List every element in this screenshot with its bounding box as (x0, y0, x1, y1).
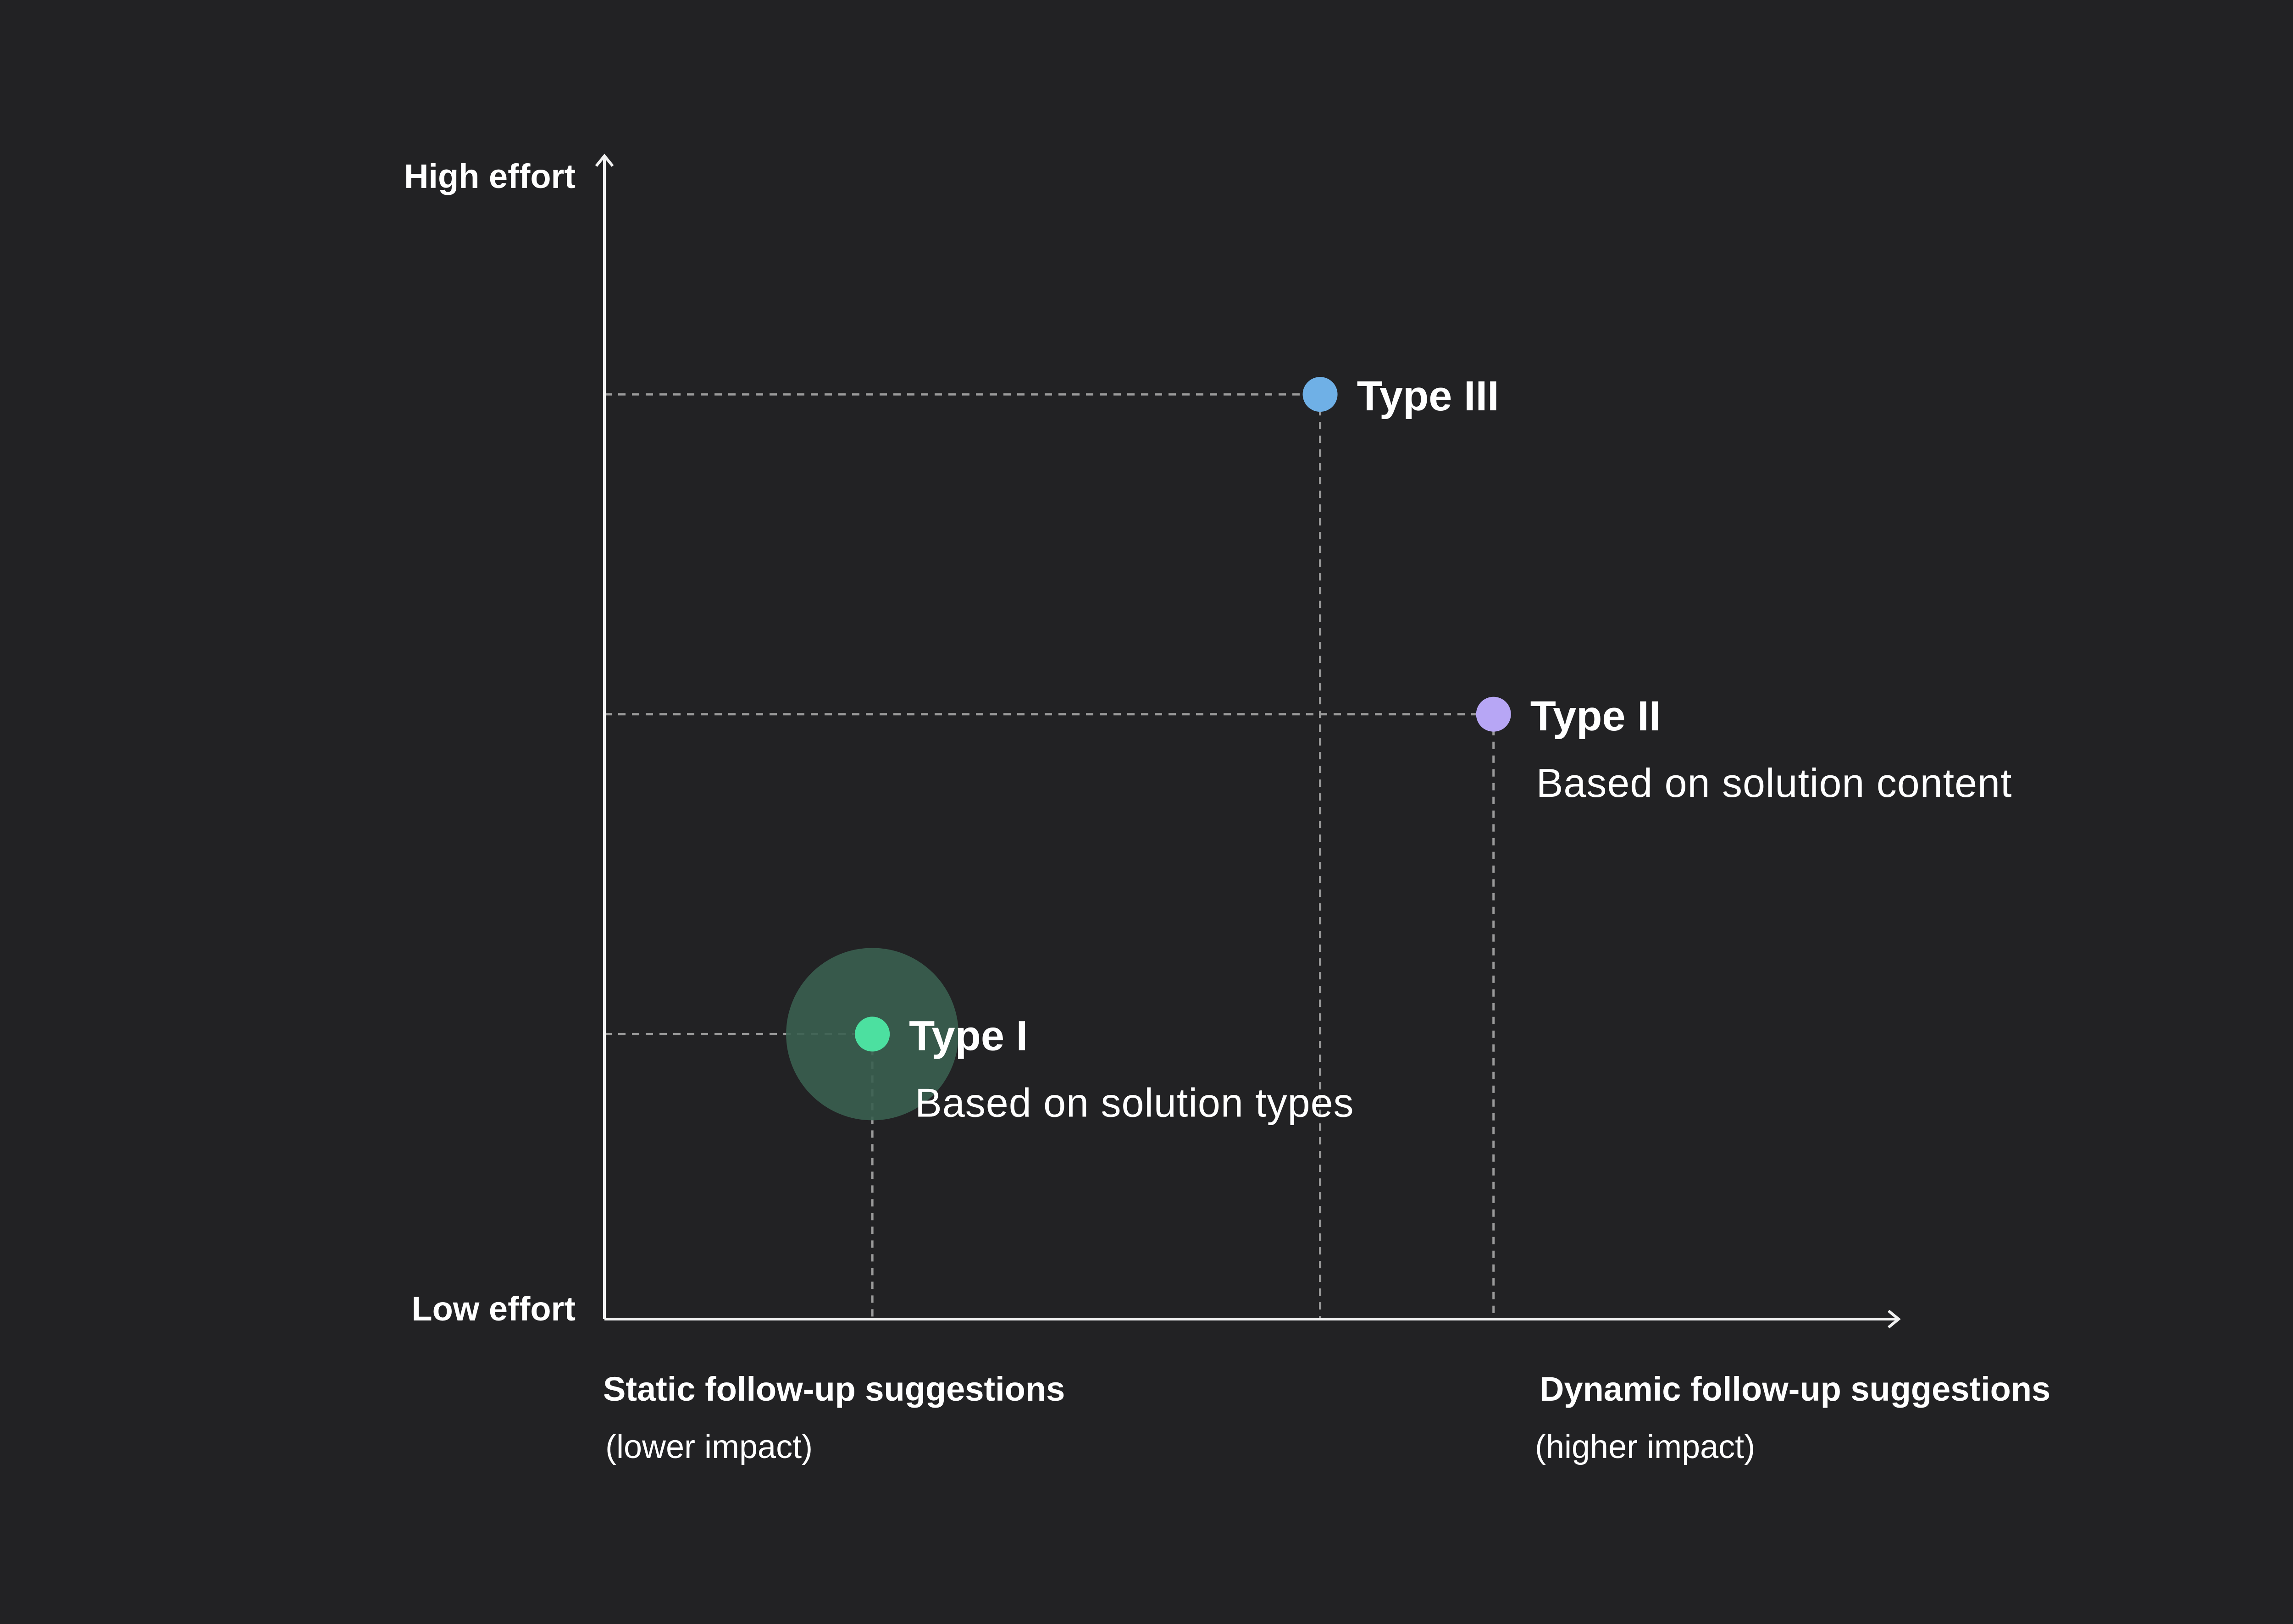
data-point-description: Based on solution content (1536, 760, 2012, 806)
data-point-marker (1302, 377, 1338, 412)
data-point-label: Type III (1357, 373, 1499, 420)
y-axis-high-label: High effort (404, 157, 576, 195)
x-axis-right-label: Dynamic follow-up suggestions (1540, 1370, 2050, 1408)
data-point-description: Based on solution types (915, 1080, 1354, 1125)
axis-labels: High effort Low effort Static follow-up … (404, 157, 2050, 1465)
x-axis-right-sublabel: (higher impact) (1535, 1429, 1755, 1465)
data-points: Type I Based on solution types Type II Base… (786, 373, 2012, 1125)
data-point-label: Type I (909, 1012, 1028, 1059)
data-point-label: Type II (1530, 693, 1661, 740)
data-point-marker (1476, 696, 1511, 732)
guide-lines (604, 393, 1495, 1319)
data-point-marker (855, 1016, 890, 1052)
axes (595, 154, 1901, 1329)
y-axis-arrow (595, 154, 614, 167)
x-axis-left-sublabel: (lower impact) (605, 1429, 813, 1465)
x-axis-arrow (1888, 1309, 1901, 1329)
x-axis-left-label: Static follow-up suggestions (603, 1370, 1065, 1408)
y-axis-low-label: Low effort (411, 1290, 576, 1328)
